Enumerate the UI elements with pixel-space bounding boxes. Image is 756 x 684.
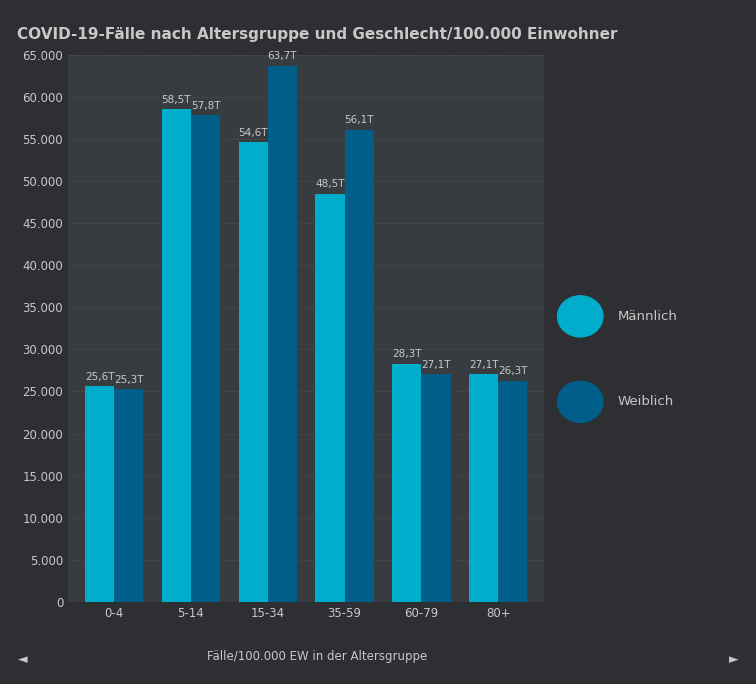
Circle shape [558,382,603,423]
Text: Weiblich: Weiblich [618,395,674,408]
Text: Fälle/100.000 EW in der Altersgruppe: Fälle/100.000 EW in der Altersgruppe [207,650,428,663]
Text: ►: ► [729,653,738,667]
Bar [114,389,144,602]
Bar [85,386,114,602]
Text: 25,3T: 25,3T [114,375,144,384]
Bar [421,373,451,602]
Bar [191,116,220,602]
Bar [469,373,498,602]
Text: 28,3T: 28,3T [392,350,422,360]
Bar [162,109,191,602]
Text: 58,5T: 58,5T [162,95,191,105]
Bar [345,130,373,602]
Text: 48,5T: 48,5T [315,179,345,189]
Bar [268,66,297,602]
Bar [315,194,345,602]
Text: 63,7T: 63,7T [268,51,297,62]
Text: ◄: ◄ [18,653,27,667]
Bar [392,364,421,602]
Text: Männlich: Männlich [618,310,678,323]
Text: 57,8T: 57,8T [191,101,220,111]
Bar [498,380,528,602]
Text: 56,1T: 56,1T [345,116,374,125]
Text: 27,1T: 27,1T [469,360,498,369]
Text: 25,6T: 25,6T [85,372,114,382]
Circle shape [558,296,603,337]
Bar [239,142,268,602]
Text: 27,1T: 27,1T [421,360,451,369]
Text: 26,3T: 26,3T [498,367,528,376]
Text: COVID-19-Fälle nach Altersgruppe und Geschlecht/100.000 Einwohner: COVID-19-Fälle nach Altersgruppe und Ges… [17,27,618,42]
Text: 54,6T: 54,6T [238,128,268,138]
